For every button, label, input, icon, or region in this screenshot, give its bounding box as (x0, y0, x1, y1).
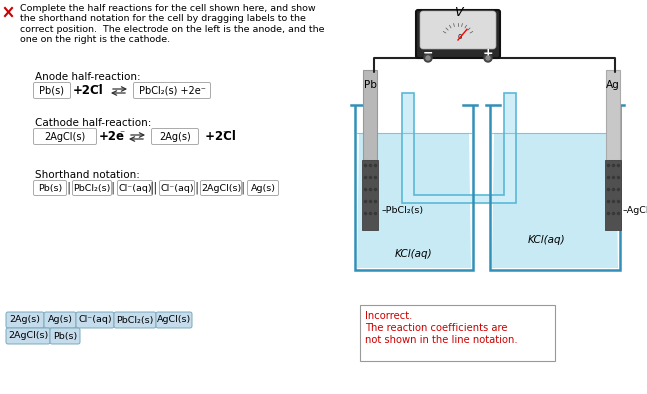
FancyBboxPatch shape (420, 11, 496, 49)
FancyBboxPatch shape (416, 10, 500, 58)
Text: Ag: Ag (606, 80, 620, 90)
Text: 2AgCl(s): 2AgCl(s) (201, 184, 241, 193)
Bar (360, 305, 555, 361)
Text: Cl⁻(aq): Cl⁻(aq) (78, 316, 112, 325)
Text: 2Ag(s): 2Ag(s) (10, 316, 41, 325)
Text: +2e: +2e (99, 130, 125, 143)
Text: |: | (111, 182, 115, 195)
Text: Cathode half-reaction:: Cathode half-reaction: (35, 118, 151, 128)
Polygon shape (357, 133, 471, 268)
Text: ||: || (149, 182, 159, 195)
Bar (605, 160, 621, 230)
Text: –AgCl(s): –AgCl(s) (623, 206, 647, 214)
Text: KCl(aq): KCl(aq) (395, 249, 433, 259)
Text: ⁻: ⁻ (222, 129, 227, 139)
Text: Cl⁻(aq): Cl⁻(aq) (118, 184, 152, 193)
FancyBboxPatch shape (72, 180, 111, 195)
Text: Anode half-reaction:: Anode half-reaction: (35, 72, 140, 82)
Circle shape (424, 54, 432, 62)
Bar (362, 160, 378, 230)
Text: KCl(aq): KCl(aq) (528, 235, 566, 245)
Text: Ag(s): Ag(s) (250, 184, 276, 193)
Text: PbCl₂(s): PbCl₂(s) (73, 184, 111, 193)
FancyBboxPatch shape (34, 82, 71, 98)
FancyBboxPatch shape (156, 312, 192, 328)
Bar (363, 70, 377, 160)
Circle shape (486, 56, 490, 60)
FancyBboxPatch shape (6, 328, 50, 344)
Text: −: − (422, 46, 433, 59)
FancyBboxPatch shape (44, 312, 76, 328)
FancyBboxPatch shape (114, 312, 156, 328)
Text: +2Cl: +2Cl (73, 84, 104, 97)
Text: Cl⁻(aq): Cl⁻(aq) (160, 184, 194, 193)
FancyBboxPatch shape (50, 328, 80, 344)
FancyBboxPatch shape (133, 82, 210, 98)
Text: 2AgCl(s): 2AgCl(s) (45, 132, 85, 141)
FancyBboxPatch shape (6, 312, 44, 328)
FancyBboxPatch shape (118, 180, 153, 195)
FancyBboxPatch shape (248, 180, 278, 195)
Text: |: | (66, 182, 70, 195)
Text: The reaction coefficients are
not shown in the line notation.: The reaction coefficients are not shown … (365, 323, 518, 345)
Text: PbCl₂(s): PbCl₂(s) (116, 316, 154, 325)
FancyBboxPatch shape (151, 128, 199, 145)
Text: V: V (454, 6, 462, 19)
Text: 2AgCl(s): 2AgCl(s) (8, 331, 48, 340)
FancyBboxPatch shape (76, 312, 114, 328)
Text: |: | (241, 182, 245, 195)
Bar (606, 70, 620, 160)
Text: Incorrect.: Incorrect. (365, 311, 412, 321)
Text: AgCl(s): AgCl(s) (157, 316, 191, 325)
Circle shape (426, 56, 430, 60)
Text: ⁻: ⁻ (119, 129, 124, 139)
Text: Complete the half reactions for the cell shown here, and show
the shorthand nota: Complete the half reactions for the cell… (20, 4, 325, 44)
Text: –PbCl₂(s): –PbCl₂(s) (382, 206, 424, 214)
FancyBboxPatch shape (160, 180, 195, 195)
Text: Ag(s): Ag(s) (47, 316, 72, 325)
Text: 0: 0 (457, 34, 462, 40)
Text: Pb(s): Pb(s) (53, 331, 77, 340)
Text: PbCl₂(s) +2e⁻: PbCl₂(s) +2e⁻ (138, 85, 206, 95)
Circle shape (484, 54, 492, 62)
FancyBboxPatch shape (34, 180, 67, 195)
Text: |: | (194, 182, 198, 195)
Text: ⁻: ⁻ (96, 83, 101, 93)
Text: 2Ag(s): 2Ag(s) (159, 132, 191, 141)
Text: +2Cl: +2Cl (201, 130, 236, 143)
Text: +: + (483, 46, 493, 59)
Polygon shape (402, 93, 516, 203)
Text: Pb: Pb (364, 80, 377, 90)
Text: Shorthand notation:: Shorthand notation: (35, 170, 140, 180)
Text: Pb(s): Pb(s) (38, 184, 62, 193)
FancyBboxPatch shape (201, 180, 241, 195)
FancyBboxPatch shape (34, 128, 96, 145)
Polygon shape (492, 133, 618, 268)
Text: Pb(s): Pb(s) (39, 85, 65, 95)
